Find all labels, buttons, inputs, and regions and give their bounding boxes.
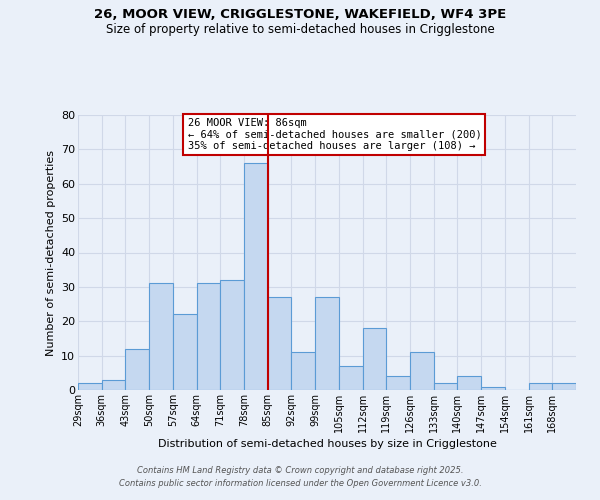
X-axis label: Distribution of semi-detached houses by size in Crigglestone: Distribution of semi-detached houses by …	[158, 439, 496, 449]
Bar	[362, 328, 386, 390]
Bar	[149, 284, 173, 390]
Y-axis label: Number of semi-detached properties: Number of semi-detached properties	[46, 150, 56, 356]
Bar	[481, 386, 505, 390]
Bar	[386, 376, 410, 390]
Bar	[244, 163, 268, 390]
Bar	[268, 297, 292, 390]
Bar	[434, 383, 457, 390]
Bar	[102, 380, 125, 390]
Bar	[78, 383, 102, 390]
Bar	[292, 352, 315, 390]
Bar	[173, 314, 197, 390]
Bar	[552, 383, 576, 390]
Bar	[410, 352, 434, 390]
Text: 26, MOOR VIEW, CRIGGLESTONE, WAKEFIELD, WF4 3PE: 26, MOOR VIEW, CRIGGLESTONE, WAKEFIELD, …	[94, 8, 506, 20]
Bar	[125, 349, 149, 390]
Text: Contains HM Land Registry data © Crown copyright and database right 2025.
Contai: Contains HM Land Registry data © Crown c…	[119, 466, 481, 487]
Bar	[339, 366, 362, 390]
Bar	[315, 297, 339, 390]
Bar	[529, 383, 552, 390]
Bar	[197, 284, 220, 390]
Text: 26 MOOR VIEW: 86sqm
← 64% of semi-detached houses are smaller (200)
35% of semi-: 26 MOOR VIEW: 86sqm ← 64% of semi-detach…	[188, 118, 481, 151]
Text: Size of property relative to semi-detached houses in Crigglestone: Size of property relative to semi-detach…	[106, 22, 494, 36]
Bar	[220, 280, 244, 390]
Bar	[457, 376, 481, 390]
